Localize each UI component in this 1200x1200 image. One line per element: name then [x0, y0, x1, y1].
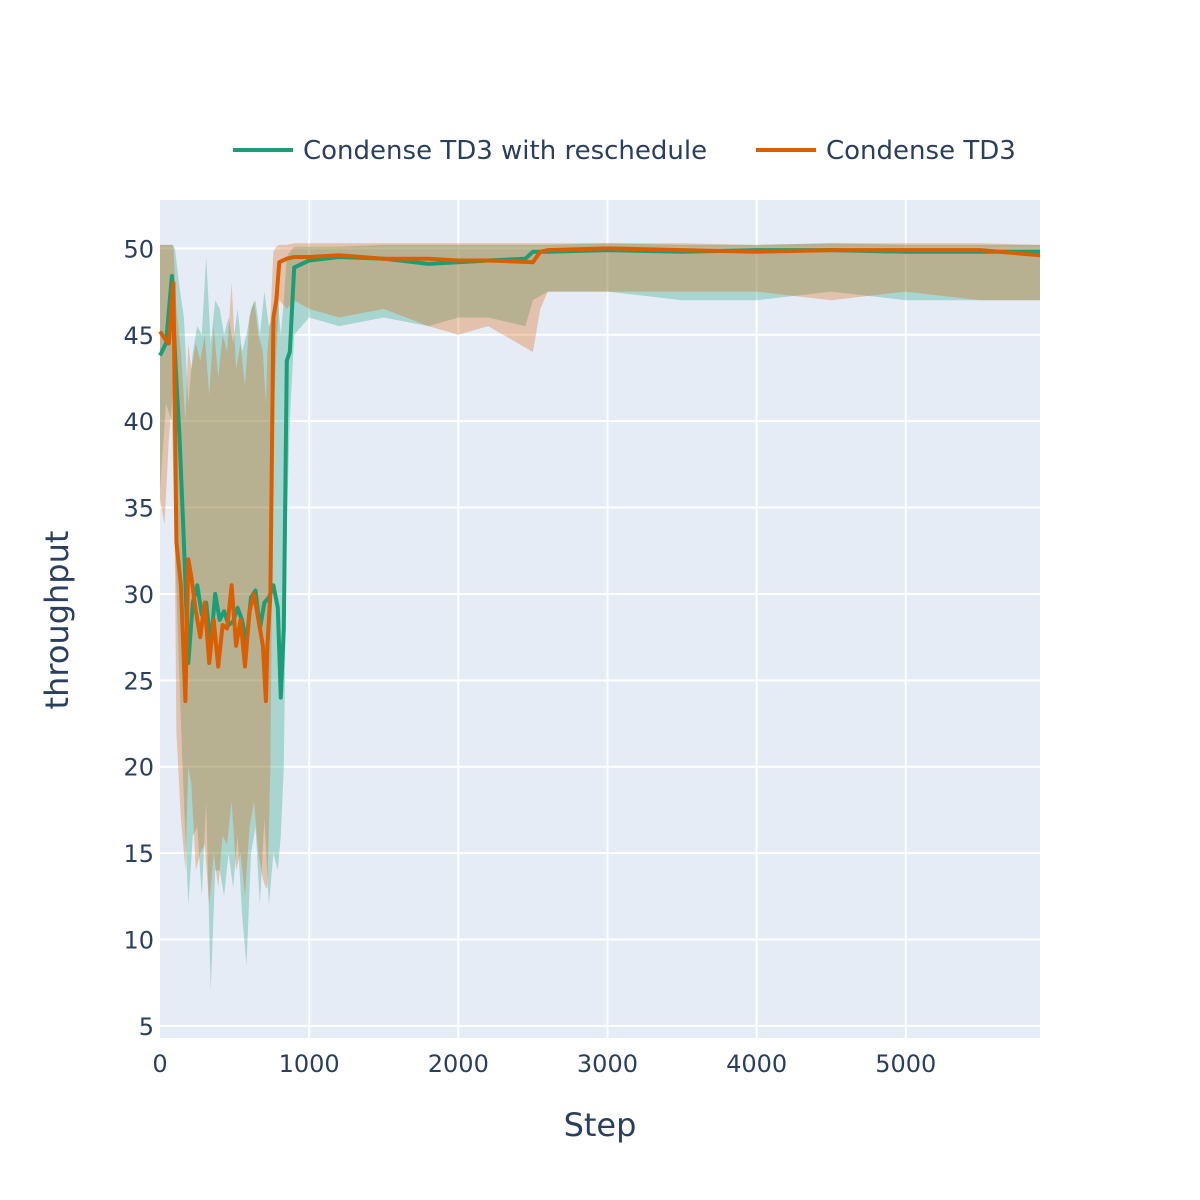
x-tick-label: 2000	[428, 1050, 489, 1078]
x-axis-title: Step	[564, 1106, 637, 1144]
x-tick-label: 0	[152, 1050, 167, 1078]
confidence-band-1	[160, 243, 1040, 905]
y-axis-title: throughput	[38, 531, 76, 710]
legend-item-0: Condense TD3 with reschedule	[233, 136, 707, 166]
y-tick-label: 40	[123, 408, 154, 436]
legend-label: Condense TD3 with reschedule	[303, 136, 707, 166]
series-lines	[158, 246, 1041, 704]
x-tick-label: 3000	[577, 1050, 638, 1078]
confidence-band-0	[160, 243, 1040, 992]
y-tick-label: 50	[123, 235, 154, 263]
y-tick-label: 30	[123, 581, 154, 609]
y-tick-label: 20	[123, 754, 154, 782]
confidence-bands	[160, 243, 1040, 992]
x-axis-ticks: 0 1000 2000 3000 4000 5000	[152, 1050, 936, 1078]
x-tick-label: 1000	[279, 1050, 340, 1078]
y-axis-ticks: 5 10 15 20 25 30 35 40 45 50	[123, 235, 154, 1041]
series-line-1	[158, 246, 1041, 704]
legend-label: Condense TD3	[826, 136, 1016, 166]
legend: Condense TD3 with reschedule Condense TD3	[233, 136, 1016, 166]
y-tick-label: 45	[123, 322, 154, 350]
y-tick-label: 10	[123, 927, 154, 955]
y-tick-label: 35	[123, 495, 154, 523]
y-tick-label: 5	[139, 1013, 154, 1041]
y-tick-label: 15	[123, 840, 154, 868]
x-tick-label: 5000	[875, 1050, 936, 1078]
y-tick-label: 25	[123, 667, 154, 695]
legend-item-1: Condense TD3	[756, 136, 1016, 166]
x-tick-label: 4000	[726, 1050, 787, 1078]
plot-background	[160, 200, 1040, 1038]
series-line-0	[158, 248, 1040, 700]
